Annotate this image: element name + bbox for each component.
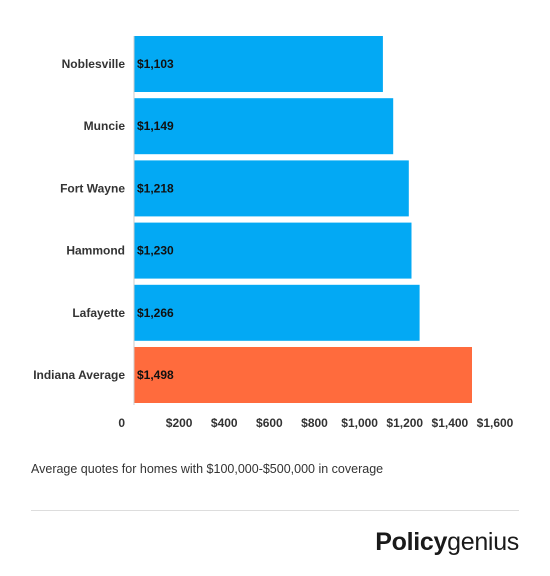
logo-text-genius: genius	[447, 528, 519, 556]
category-label-muncie: Muncie	[84, 119, 126, 133]
data-label-fort-wayne: $1,218	[137, 181, 174, 195]
bar-indiana-average	[134, 347, 472, 403]
policygenius-logo: Policygenius	[375, 528, 519, 557]
data-label-lafayette: $1,266	[137, 306, 174, 320]
x-tick-label: 0	[118, 416, 125, 430]
x-tick-label: $200	[166, 416, 193, 430]
x-tick-label: $400	[211, 416, 238, 430]
bar-fort-wayne	[134, 160, 409, 217]
category-label-indiana-average: Indiana Average	[33, 368, 125, 382]
data-label-indiana-average: $1,498	[137, 368, 174, 382]
data-label-hammond: $1,230	[137, 244, 174, 258]
category-label-fort-wayne: Fort Wayne	[60, 181, 125, 195]
category-label-hammond: Hammond	[66, 244, 125, 258]
x-tick-label: $600	[256, 416, 283, 430]
logo-text-policy: Policy	[375, 528, 448, 556]
category-label-lafayette: Lafayette	[72, 306, 125, 320]
divider	[31, 510, 519, 511]
x-tick-label: $1,000	[341, 416, 378, 430]
chart-caption: Average quotes for homes with $100,000-$…	[31, 462, 384, 476]
x-tick-label: $1,600	[477, 416, 514, 430]
category-label-noblesville: Noblesville	[62, 57, 126, 71]
bar-noblesville	[134, 36, 383, 92]
data-label-noblesville: $1,103	[137, 57, 174, 71]
x-tick-label: $1,200	[386, 416, 423, 430]
data-label-muncie: $1,149	[137, 119, 174, 133]
bar-lafayette	[134, 284, 420, 341]
bar-muncie	[134, 98, 394, 155]
x-tick-label: $1,400	[432, 416, 469, 430]
x-tick-label: $800	[301, 416, 328, 430]
bar-hammond	[134, 222, 412, 279]
bar-chart: Noblesville $1,103 Muncie $1,149 Fort Wayne $…	[33, 36, 514, 430]
